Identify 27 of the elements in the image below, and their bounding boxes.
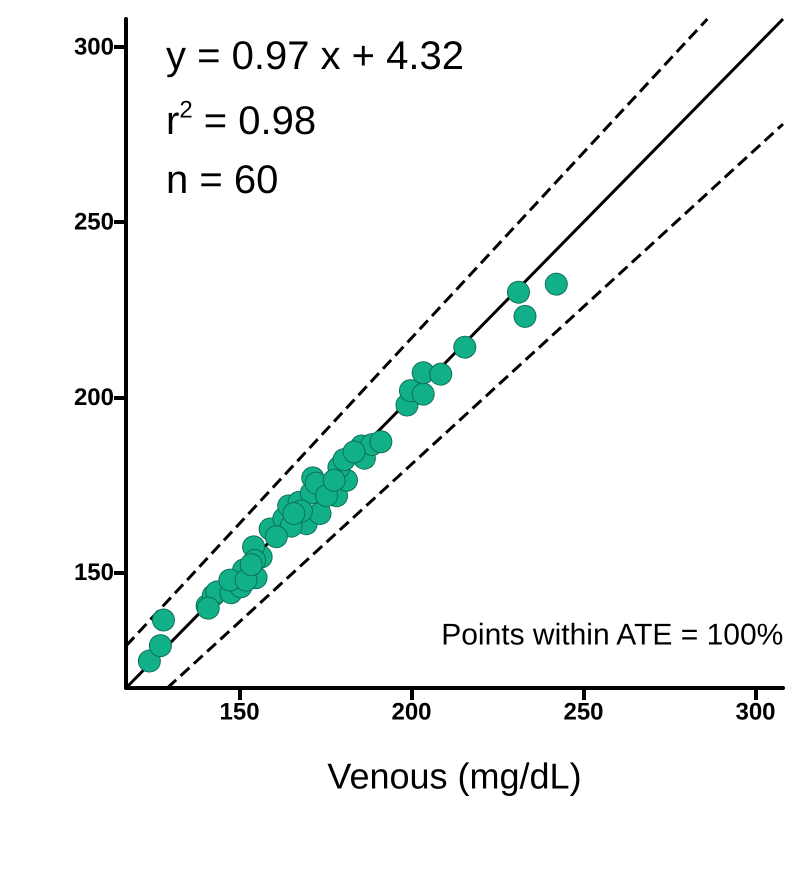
- annotation: y = 0.97 x + 4.32: [166, 34, 464, 78]
- point: [453, 336, 476, 359]
- x-tick-label: 200: [391, 698, 432, 726]
- point: [148, 634, 172, 658]
- point: [544, 272, 568, 296]
- point: [507, 280, 530, 304]
- point: [282, 502, 306, 526]
- y-tick-label: 200: [74, 384, 114, 411]
- point: [138, 650, 161, 673]
- point: [514, 304, 537, 328]
- point: [369, 430, 392, 454]
- point: [342, 440, 366, 464]
- annotation: Points within ATE = 100%: [441, 618, 784, 652]
- y-tick-label: 250: [74, 208, 114, 236]
- point: [152, 608, 175, 632]
- x-tick-label: 150: [219, 698, 260, 726]
- annotation: n = 60: [166, 158, 278, 202]
- y-tick-label: 150: [74, 558, 114, 586]
- point: [264, 525, 288, 548]
- point: [429, 362, 452, 386]
- x-tick-label: 300: [735, 698, 776, 726]
- y-tick-label: 300: [74, 34, 114, 61]
- x-axis-title: Venous (mg/dL): [327, 756, 582, 796]
- point: [412, 382, 435, 406]
- x-tick-label: 250: [563, 698, 604, 726]
- point: [322, 468, 346, 492]
- point: [240, 553, 263, 576]
